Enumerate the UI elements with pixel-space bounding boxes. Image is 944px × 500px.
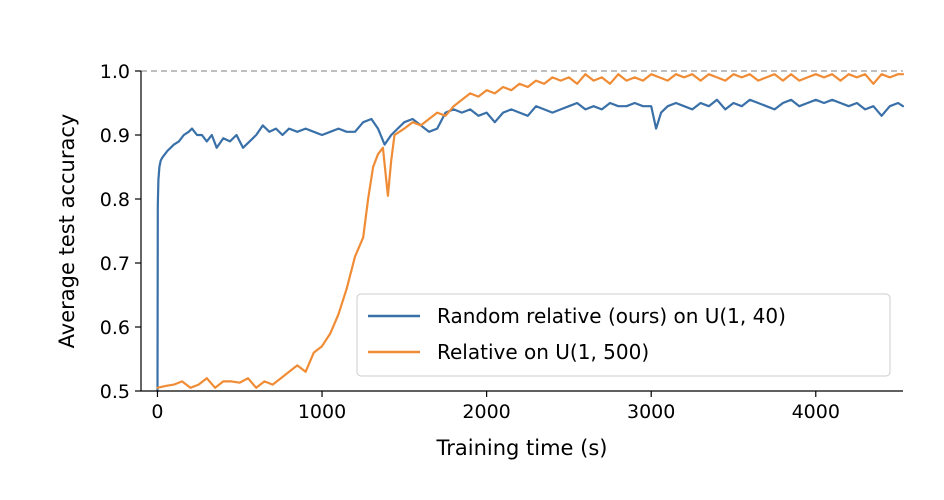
x-axis-title: Training time (s): [436, 436, 608, 460]
x-tick-label: 0: [151, 401, 163, 423]
legend-frame: [356, 293, 891, 377]
legend-label-relative: Relative on U(1, 500): [437, 340, 649, 364]
y-axis-ticks: 0.5 0.6 0.7 0.8 0.9 1.0: [100, 61, 141, 403]
x-axis-ticks: 0 1000 2000 3000 4000: [151, 391, 840, 423]
x-tick-label: 2000: [462, 401, 510, 423]
x-tick-label: 4000: [792, 401, 840, 423]
x-tick-label: 3000: [627, 401, 675, 423]
y-tick-label: 0.9: [100, 125, 130, 147]
y-tick-label: 0.5: [100, 381, 130, 403]
y-tick-label: 1.0: [100, 61, 130, 83]
y-tick-label: 0.7: [100, 253, 130, 275]
y-axis-title: Average test accuracy: [55, 114, 79, 349]
y-tick-label: 0.8: [100, 189, 130, 211]
x-tick-label: 1000: [298, 401, 346, 423]
y-tick-label: 0.6: [100, 317, 130, 339]
legend-label-random-relative: Random relative (ours) on U(1, 40): [437, 304, 786, 328]
series-line-relative: [156, 73, 905, 389]
legend: Random relative (ours) on U(1, 40) Relat…: [356, 293, 891, 377]
plot-series: [156, 73, 905, 393]
axes: [140, 71, 903, 392]
series-line-random-relative: [156, 98, 905, 393]
